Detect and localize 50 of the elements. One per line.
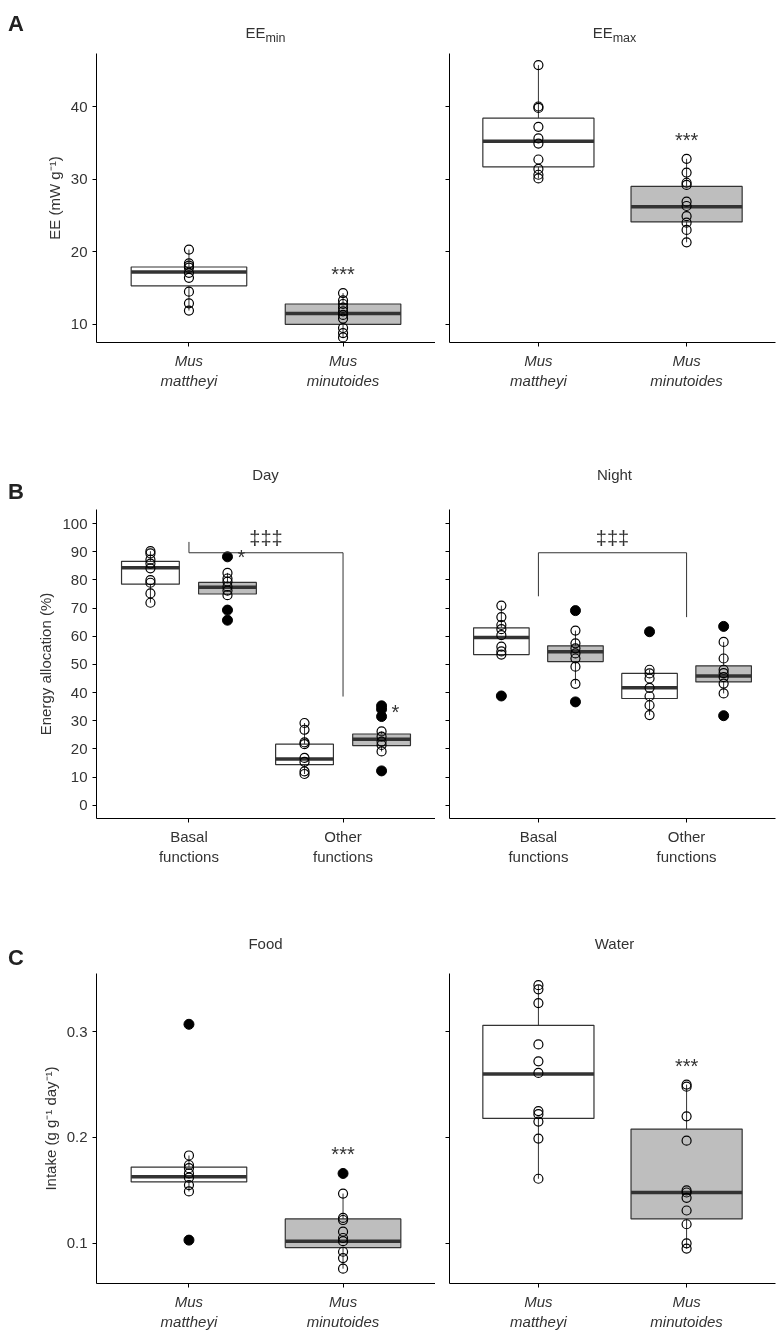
x-tick-label: Mus minutoides — [306, 351, 380, 389]
y-tick-label: 0.1 — [66, 1234, 88, 1252]
y-tick-label: 30 — [70, 170, 88, 188]
annotation: *** — [331, 1143, 355, 1166]
chart-title: Day — [252, 465, 279, 485]
y-tick-label: 10 — [70, 315, 88, 333]
x-tick-label: Mus mattheyi — [510, 1292, 568, 1330]
y-tick-label: 30 — [70, 711, 88, 729]
y-tick-label: 80 — [70, 570, 88, 588]
x-tick-label: Mus minutoides — [306, 1292, 380, 1330]
x-tick-label: Other functions — [313, 827, 374, 865]
x-tick-label: Basal functions — [508, 827, 569, 865]
annotation: ‡‡‡ — [595, 526, 630, 549]
text: A — [8, 10, 24, 38]
x-tick-label: Basal functions — [158, 827, 219, 865]
y-tick-label: 100 — [62, 514, 88, 532]
annotation: * — [237, 546, 246, 569]
chart-title: Food — [248, 934, 283, 954]
x-tick-label: Mus mattheyi — [160, 1292, 218, 1330]
x-tick-label: Mus mattheyi — [160, 351, 218, 389]
y-tick-label: 90 — [70, 542, 88, 560]
x-tick-label: Mus mattheyi — [510, 351, 568, 389]
y-tick-label: 40 — [70, 97, 88, 115]
y-tick-label: 10 — [70, 768, 88, 786]
x-tick-label: Other functions — [656, 827, 717, 865]
x-tick-label: Mus minutoides — [650, 1292, 724, 1330]
y-tick-label: 40 — [70, 683, 88, 701]
annotation: * — [391, 700, 400, 723]
y-tick-label: 0.2 — [66, 1128, 88, 1146]
y-tick-label: 70 — [70, 599, 88, 617]
annotation: *** — [674, 128, 699, 151]
chart-title: Night — [596, 465, 633, 485]
text: C — [8, 944, 24, 972]
annotation: *** — [674, 1054, 699, 1077]
annotation: ‡‡‡ — [249, 526, 283, 549]
y-axis-title: EE (mW g⁻¹) — [45, 156, 63, 240]
y-tick-label: 20 — [70, 242, 88, 260]
y-tick-label: 0.3 — [66, 1022, 88, 1040]
y-axis-title: Energy allocation (%) — [37, 592, 55, 736]
chart-title: EE$_{min}$ — [245, 23, 286, 47]
chart-title: Water — [594, 934, 635, 954]
chart-title: EE$_{max}$ — [592, 23, 637, 47]
annotation: *** — [331, 263, 355, 286]
y-tick-label: 50 — [70, 655, 88, 673]
y-tick-label: 20 — [70, 739, 88, 757]
y-tick-label: 0 — [79, 796, 88, 814]
y-axis-title: Intake (g g⁻¹ day⁻¹) — [41, 1066, 59, 1191]
text: B — [8, 478, 24, 506]
y-tick-label: 60 — [70, 627, 88, 645]
x-tick-label: Mus minutoides — [650, 351, 724, 389]
